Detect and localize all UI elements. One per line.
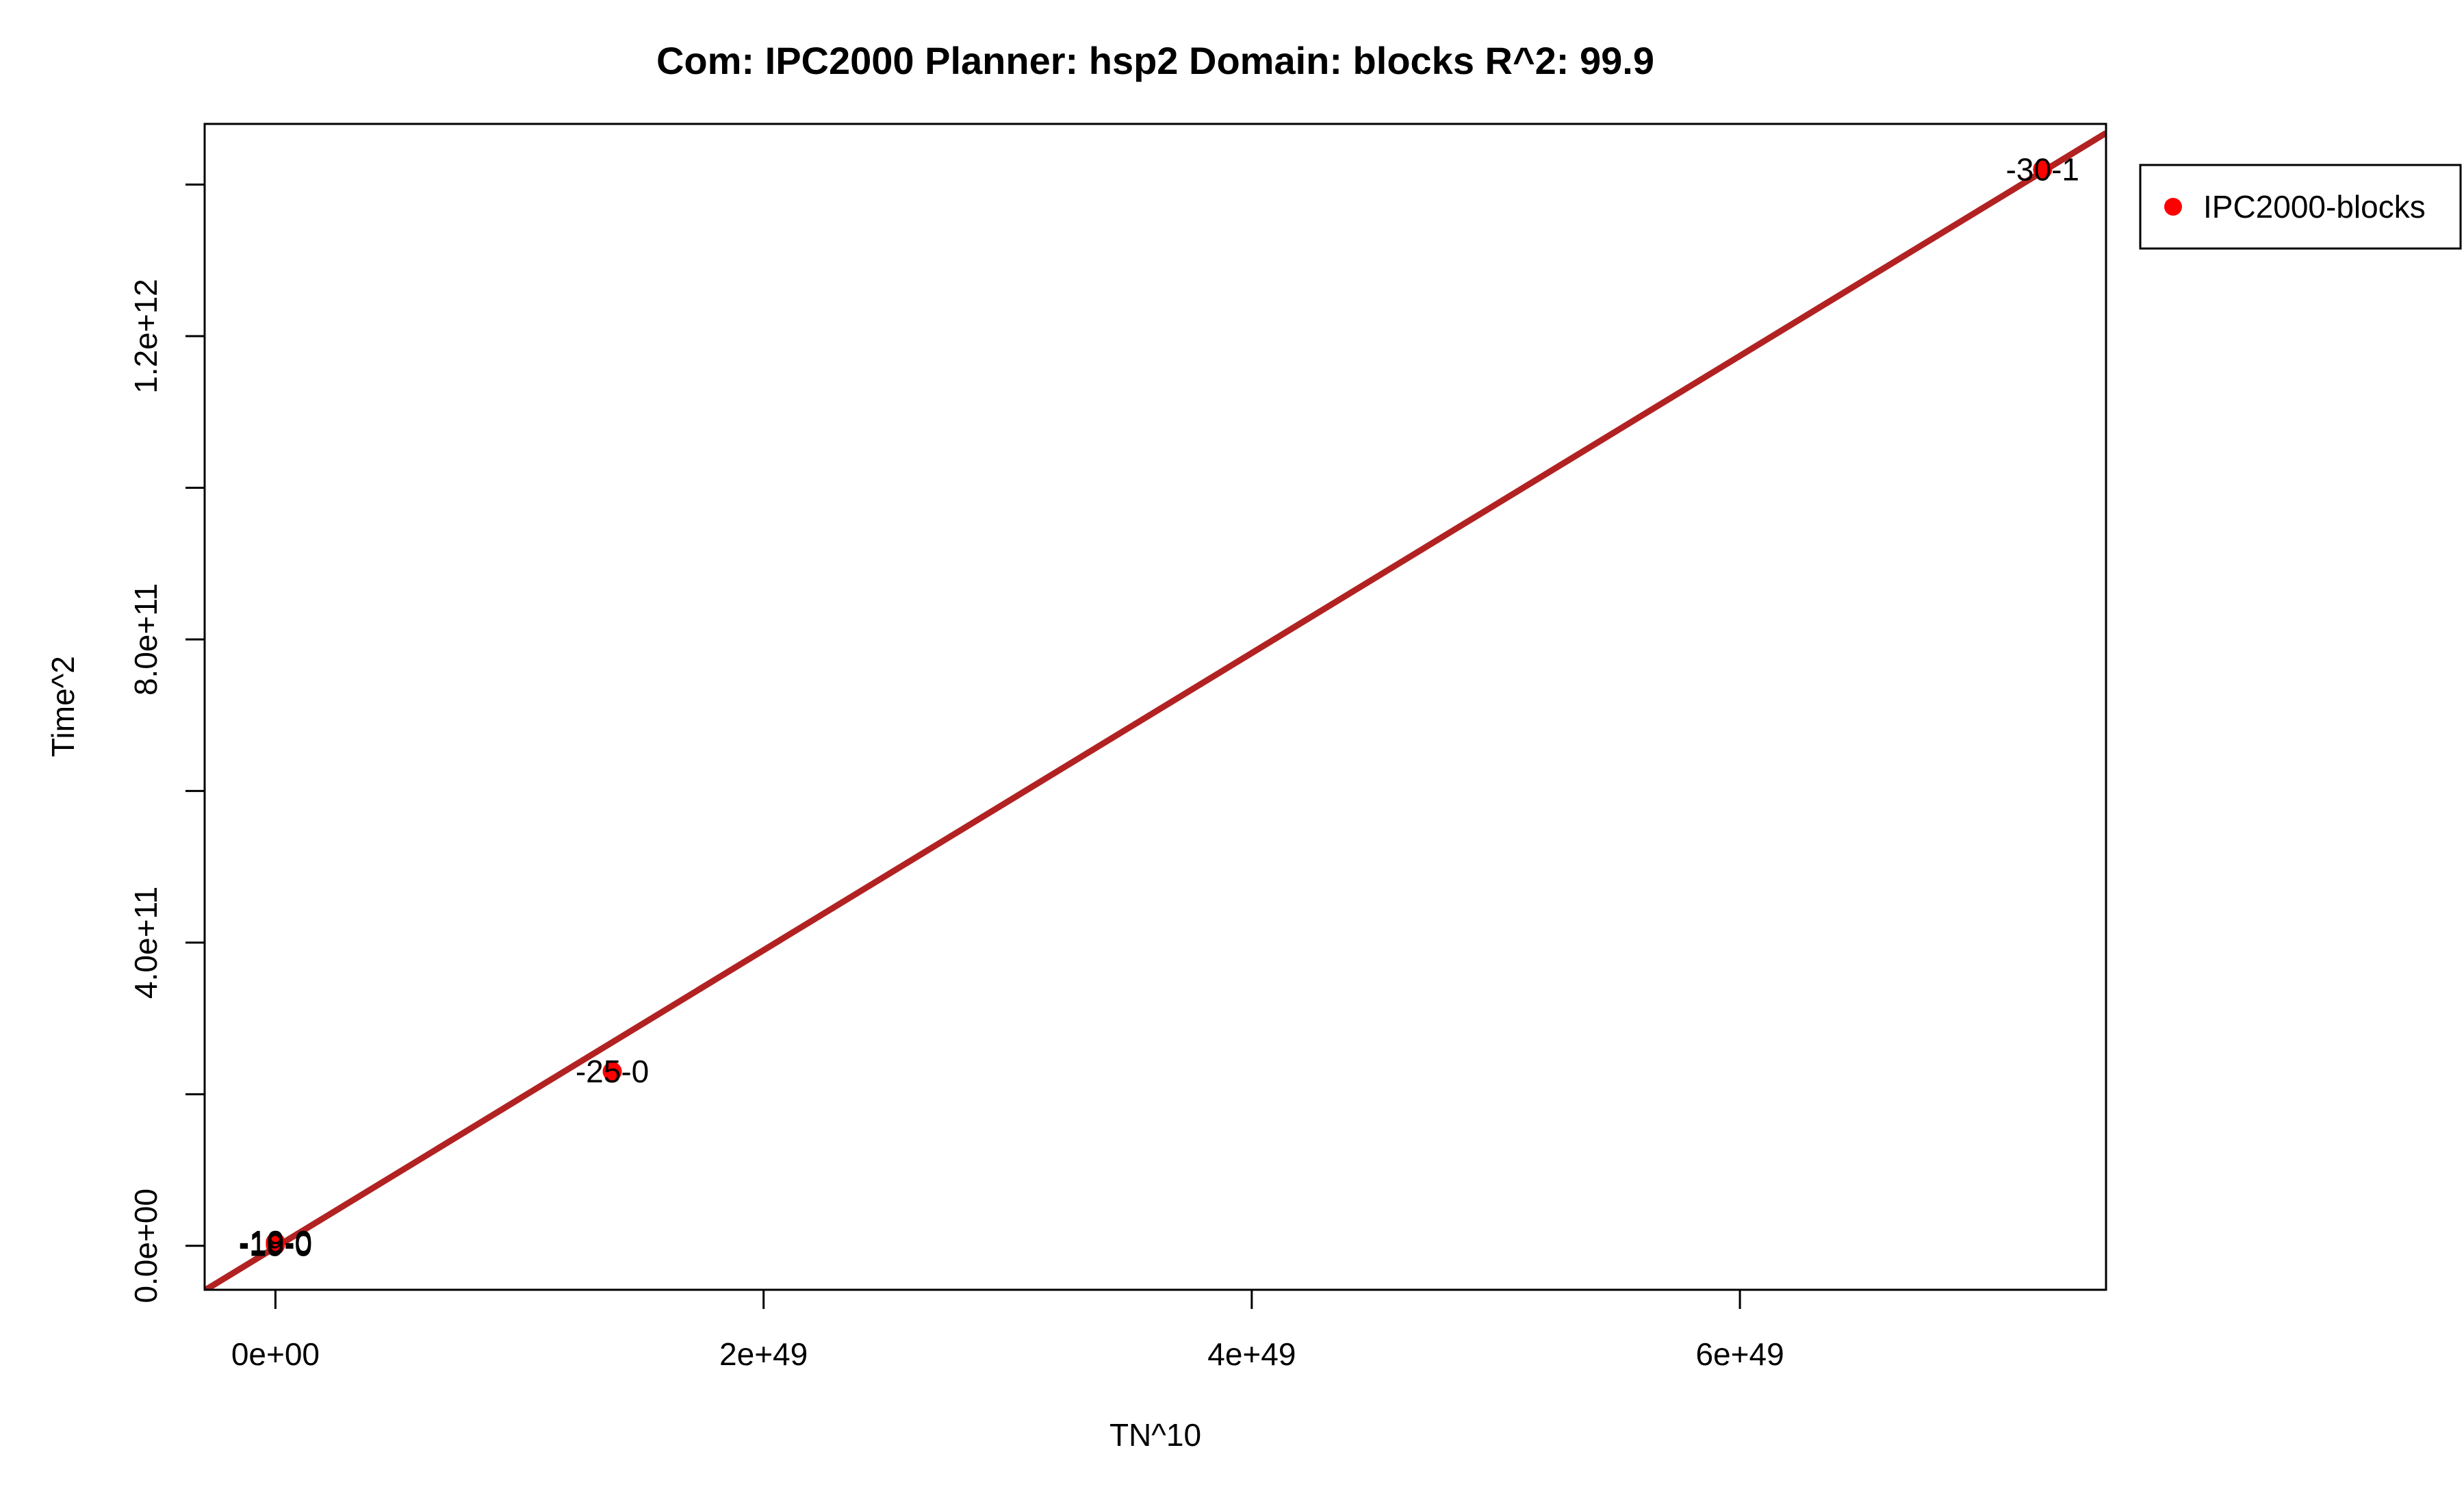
y-axis-label: Time^2 <box>45 656 81 757</box>
data-point-label: -18-0 <box>239 1225 312 1261</box>
legend-box <box>2139 164 2462 250</box>
y-tick-label: 0.0e+00 <box>128 1188 164 1303</box>
legend: IPC2000-blocks <box>2139 164 2462 250</box>
data-point <box>266 1232 285 1252</box>
data-point-label: -19-0 <box>239 1227 312 1263</box>
legend-entry-ipc2000-blocks: IPC2000-blocks <box>2203 189 2426 225</box>
fit-line-layer <box>205 130 2106 1290</box>
y-tick-label: 8.0e+11 <box>128 583 164 696</box>
y-tick-label: 1.2e+12 <box>128 279 164 394</box>
data-point-label: -30-1 <box>2006 151 2079 187</box>
y-axis: 0.0e+00 4.0e+11 8.0e+11 1.2e+12 <box>128 183 206 1303</box>
x-tick-label: 4e+49 <box>1207 1336 1296 1372</box>
data-point-label: -25-0 <box>576 1054 649 1089</box>
data-point <box>602 1062 622 1082</box>
x-tick-label: 2e+49 <box>719 1336 808 1372</box>
x-tick-label: 6e+49 <box>1695 1336 1784 1372</box>
fit-line <box>205 130 2106 1290</box>
data-point-label: -10-0 <box>239 1224 312 1260</box>
data-point <box>2033 160 2053 179</box>
x-axis-label: TN^10 <box>1109 1417 1201 1453</box>
legend-marker-ipc2000-blocks <box>2164 198 2182 216</box>
x-tick-label: 0e+00 <box>231 1336 320 1372</box>
y-tick-label: 4.0e+11 <box>128 887 164 999</box>
x-axis: 0e+00 2e+49 4e+49 6e+49 <box>231 1288 1784 1372</box>
data-point-labels: -19-0-18-0-10-0 -25-0 -30-1 <box>239 151 2079 1262</box>
chart-title: Com: IPC2000 Planner: hsp2 Domain: block… <box>656 39 1654 82</box>
data-points <box>266 160 2053 1255</box>
